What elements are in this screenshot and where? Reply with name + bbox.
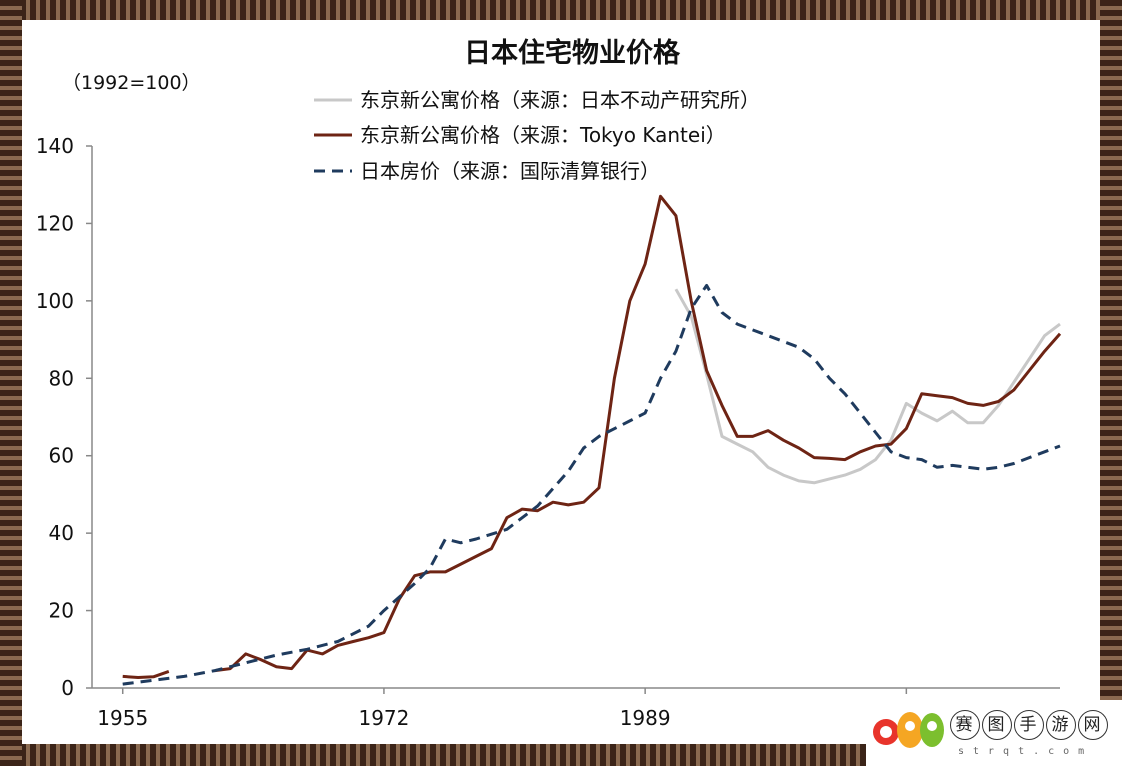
watermark-char: 赛: [950, 710, 980, 740]
y-tick-label: 40: [49, 521, 74, 545]
x-axis-ticks: 1955197219892006: [97, 688, 932, 730]
watermark-name: 赛图手游网: [950, 710, 1110, 740]
series-line-0-segment-0: [674, 288, 1061, 485]
series-1: [122, 194, 1062, 679]
series-line-1-segment-0: [122, 669, 170, 679]
frame-border-right: [1100, 0, 1122, 766]
frame-border-top: [0, 0, 1122, 20]
series-2: [122, 283, 1061, 686]
legend-label-0: 东京新公寓价格（来源：日本不动产研究所）: [360, 88, 760, 112]
y-tick-label: 80: [49, 366, 74, 390]
series-line-1-segment-1: [214, 194, 1062, 673]
frame-border-bottom: [0, 744, 1122, 766]
series-layer: [122, 194, 1062, 686]
y-tick-label: 120: [36, 211, 74, 235]
y-axis-ticks: 0 20 40 60 80 100 120 140: [36, 134, 92, 700]
butterfly-logo-icon: [873, 712, 944, 748]
watermark: 赛图手游网 strqt.com: [866, 700, 1122, 766]
chart-canvas: 日本住宅物业价格 （1992=100） 东京新公寓价格（来源：日本不动产研究所）…: [36, 37, 1062, 730]
x-tick-label: 1972: [358, 706, 409, 730]
x-tick-label: 1989: [620, 706, 671, 730]
watermark-char: 网: [1078, 710, 1108, 740]
y-tick-label: 60: [49, 444, 74, 468]
watermark-domain: strqt.com: [958, 746, 1094, 757]
watermark-char: 游: [1046, 710, 1076, 740]
y-tick-label: 0: [61, 676, 74, 700]
watermark-char: 手: [1014, 710, 1044, 740]
legend: 东京新公寓价格（来源：日本不动产研究所） 东京新公寓价格（来源：Tokyo Ka…: [314, 88, 760, 183]
chart-panel: 日本住宅物业价格 （1992=100） 东京新公寓价格（来源：日本不动产研究所）…: [22, 20, 1100, 744]
unit-label: （1992=100）: [62, 72, 201, 94]
y-tick-label: 20: [49, 599, 74, 623]
y-tick-label: 100: [36, 289, 74, 313]
legend-label-2: 日本房价（来源：国际清算银行）: [360, 159, 660, 183]
legend-label-1: 东京新公寓价格（来源：Tokyo Kantei）: [360, 123, 726, 147]
y-tick-label: 140: [36, 134, 74, 158]
chart-title: 日本住宅物业价格: [464, 37, 681, 69]
watermark-char: 图: [982, 710, 1012, 740]
series-line-2-segment-0: [122, 283, 1061, 686]
frame-border-left: [0, 0, 22, 766]
x-tick-label: 1955: [97, 706, 148, 730]
series-0: [674, 288, 1061, 485]
